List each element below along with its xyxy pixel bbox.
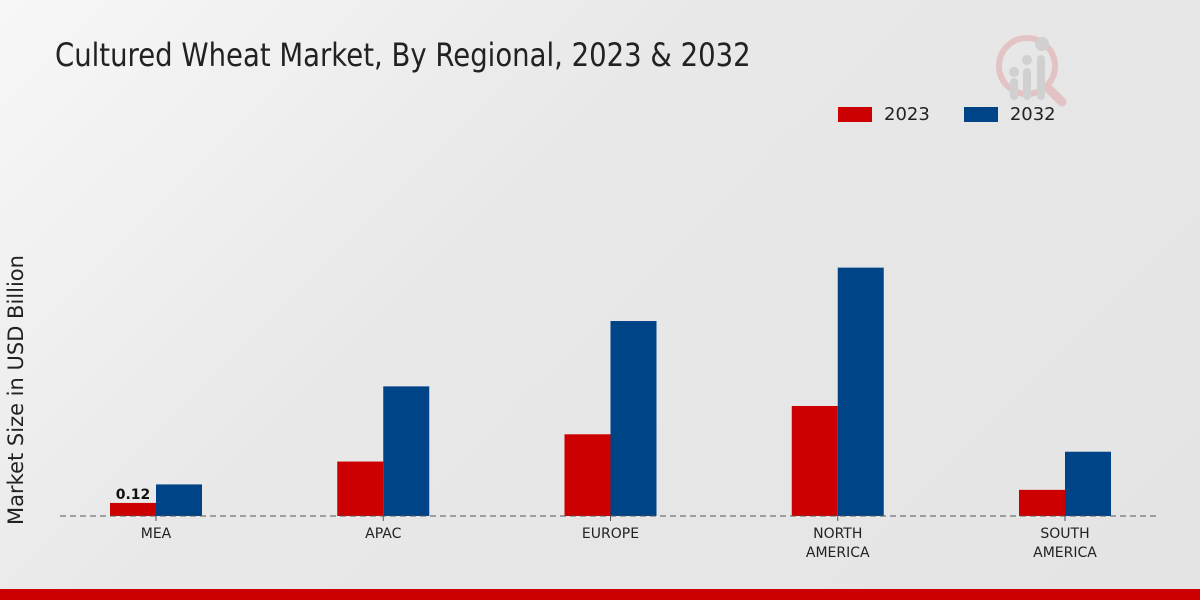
bar-2023-mea	[110, 502, 156, 516]
x-tick-label: EUROPE	[582, 526, 639, 542]
footer-bar	[0, 589, 1200, 600]
bar-2032-europe	[610, 321, 657, 516]
chart-title: Cultured Wheat Market, By Regional, 2023…	[55, 36, 751, 74]
legend-swatch-2023	[838, 107, 872, 122]
bar-2032-mea	[156, 484, 202, 516]
x-tick-label: AMERICA	[806, 545, 870, 561]
legend-item-2032: 2032	[963, 104, 1056, 125]
x-tick-label: AMERICA	[1033, 545, 1097, 561]
x-tick-label: MEA	[141, 526, 172, 542]
bar-2023-apac	[337, 461, 384, 516]
legend-label: 2032	[1009, 104, 1056, 125]
bar-2023-europe	[564, 434, 611, 516]
data-label: 0.12	[116, 487, 151, 503]
x-tick-label: NORTH	[813, 526, 862, 542]
bar-2023-south-america	[1019, 489, 1065, 516]
bar-2032-apac	[383, 386, 430, 516]
x-tick-label: SOUTH	[1040, 526, 1089, 542]
bar-2023-north-america	[791, 405, 838, 516]
logo-watermark-icon	[996, 35, 1067, 107]
bar-2032-north-america	[837, 267, 884, 516]
legend-label: 2023	[884, 104, 930, 125]
legend-item-2023: 2023	[838, 104, 930, 125]
bar-2032-south-america	[1065, 451, 1111, 516]
legend: 2023 2032	[838, 104, 1056, 125]
x-tick-label: APAC	[365, 526, 401, 542]
legend-swatch-2032	[963, 107, 998, 122]
